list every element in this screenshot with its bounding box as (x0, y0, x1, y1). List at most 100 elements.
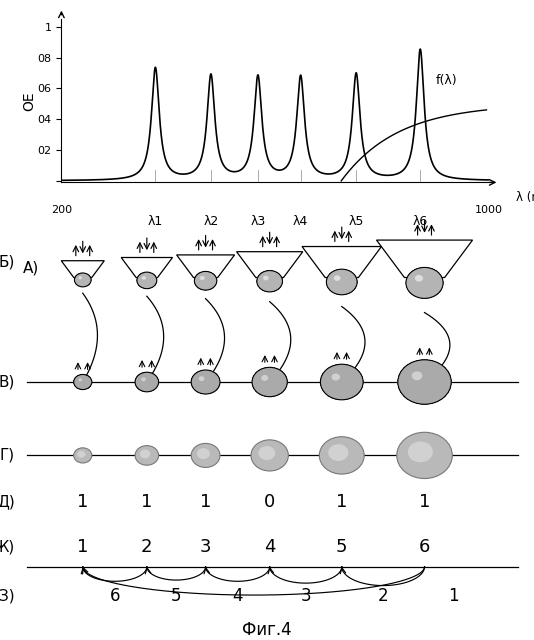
Circle shape (137, 272, 157, 289)
Circle shape (137, 272, 157, 289)
Circle shape (398, 360, 451, 404)
Circle shape (74, 273, 91, 287)
Text: Ж): Ж) (0, 539, 15, 554)
Circle shape (191, 370, 220, 394)
Text: 1: 1 (419, 493, 430, 511)
Circle shape (191, 370, 220, 394)
Circle shape (194, 271, 217, 290)
Circle shape (74, 374, 92, 390)
Polygon shape (302, 246, 381, 278)
Circle shape (257, 271, 282, 292)
Circle shape (194, 271, 217, 290)
Circle shape (74, 374, 92, 390)
Text: Г): Г) (0, 448, 15, 463)
Circle shape (252, 367, 287, 397)
Circle shape (252, 367, 287, 397)
Circle shape (191, 370, 220, 394)
Polygon shape (61, 260, 104, 278)
Circle shape (326, 269, 357, 295)
Circle shape (320, 364, 363, 400)
Circle shape (135, 372, 159, 392)
Circle shape (320, 364, 363, 400)
Circle shape (398, 360, 451, 404)
Circle shape (326, 269, 357, 295)
Text: λ1: λ1 (148, 215, 163, 228)
Circle shape (320, 364, 363, 400)
Circle shape (74, 374, 92, 390)
Circle shape (135, 372, 159, 392)
Circle shape (74, 273, 91, 287)
Circle shape (191, 370, 220, 394)
Circle shape (252, 367, 287, 397)
Circle shape (74, 273, 91, 287)
Circle shape (74, 374, 92, 390)
Text: 1000: 1000 (475, 205, 502, 215)
Circle shape (137, 272, 157, 289)
Circle shape (406, 268, 443, 298)
Circle shape (326, 269, 357, 295)
Circle shape (326, 269, 357, 295)
Circle shape (415, 275, 423, 282)
Circle shape (406, 268, 443, 298)
Text: 6: 6 (419, 538, 430, 556)
Circle shape (191, 370, 220, 394)
Text: З): З) (0, 588, 15, 603)
Text: λ2: λ2 (203, 215, 218, 228)
Circle shape (257, 271, 282, 292)
Circle shape (74, 273, 91, 287)
Text: λ5: λ5 (349, 215, 364, 228)
Text: В): В) (0, 374, 15, 390)
Circle shape (320, 364, 363, 400)
Circle shape (191, 370, 220, 394)
Circle shape (74, 374, 92, 390)
Circle shape (326, 269, 357, 295)
Circle shape (252, 367, 287, 397)
Circle shape (135, 372, 159, 392)
Circle shape (326, 269, 357, 295)
Text: 4: 4 (232, 586, 243, 605)
Circle shape (135, 372, 159, 392)
Circle shape (137, 272, 157, 289)
Circle shape (135, 372, 159, 392)
Circle shape (252, 367, 287, 397)
Circle shape (320, 364, 363, 400)
Circle shape (326, 269, 357, 295)
Circle shape (191, 370, 220, 394)
Circle shape (191, 370, 220, 394)
Circle shape (406, 268, 443, 298)
Circle shape (137, 272, 157, 289)
Circle shape (135, 372, 159, 392)
Circle shape (137, 272, 157, 289)
Circle shape (326, 269, 357, 295)
Circle shape (74, 273, 91, 287)
Text: 1: 1 (77, 538, 89, 556)
Circle shape (406, 268, 443, 298)
Circle shape (406, 268, 443, 298)
Circle shape (252, 367, 287, 397)
Circle shape (326, 269, 357, 295)
Circle shape (326, 269, 357, 295)
Circle shape (320, 364, 363, 400)
Circle shape (252, 367, 287, 397)
Circle shape (320, 364, 363, 400)
Circle shape (251, 440, 288, 471)
Circle shape (398, 360, 451, 404)
Circle shape (252, 367, 287, 397)
Circle shape (261, 375, 268, 381)
Circle shape (74, 273, 91, 287)
Circle shape (406, 268, 443, 298)
Circle shape (252, 367, 287, 397)
Circle shape (191, 370, 220, 394)
Circle shape (257, 271, 282, 292)
Circle shape (194, 271, 217, 290)
Circle shape (74, 273, 91, 287)
Circle shape (135, 372, 159, 392)
Circle shape (328, 444, 349, 461)
Circle shape (257, 271, 282, 292)
Circle shape (398, 360, 451, 404)
Circle shape (320, 364, 363, 400)
Circle shape (319, 436, 364, 474)
Circle shape (406, 268, 443, 298)
Circle shape (252, 367, 287, 397)
Circle shape (74, 374, 92, 390)
